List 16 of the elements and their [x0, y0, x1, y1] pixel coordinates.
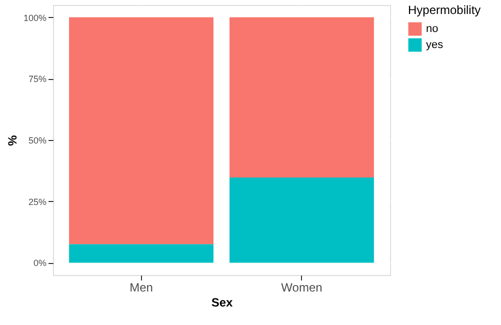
bar — [230, 178, 374, 263]
y-tick-label: 100% — [23, 12, 46, 23]
y-tick-label: 0% — [33, 258, 46, 268]
y-axis-title: % — [5, 134, 20, 146]
x-axis-title: Sex — [211, 296, 233, 310]
bar — [69, 244, 214, 263]
y-tick-label: 50% — [28, 136, 46, 146]
y-tick-label: 25% — [28, 196, 46, 207]
bar — [230, 17, 374, 178]
bar — [69, 17, 214, 244]
legend-label: yes — [426, 39, 444, 51]
y-tick-label: 75% — [28, 74, 46, 84]
x-tick-label: Women — [281, 280, 322, 294]
legend-title: Hypermobility — [408, 3, 481, 17]
legend-label: no — [426, 23, 438, 35]
x-tick-label: Men — [130, 280, 153, 294]
